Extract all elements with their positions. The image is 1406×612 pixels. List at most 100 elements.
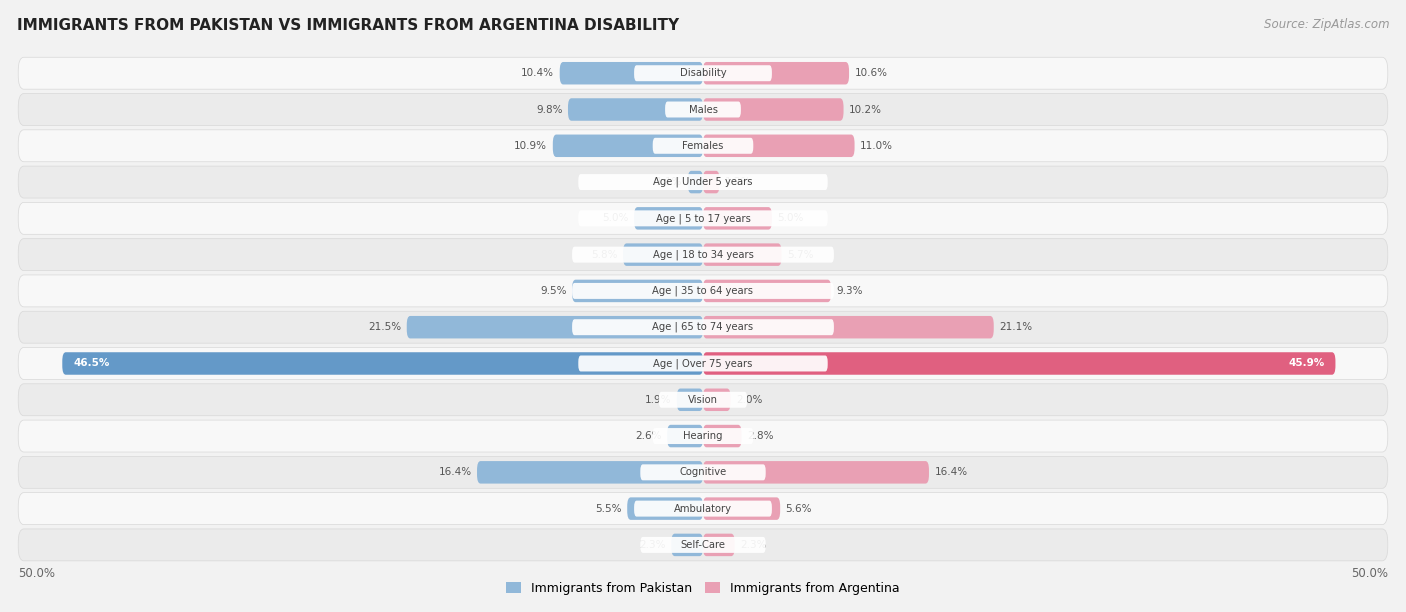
FancyBboxPatch shape <box>703 99 844 121</box>
Text: 2.6%: 2.6% <box>636 431 662 441</box>
Text: Males: Males <box>689 105 717 114</box>
FancyBboxPatch shape <box>688 171 703 193</box>
FancyBboxPatch shape <box>572 280 703 302</box>
Text: 5.6%: 5.6% <box>786 504 813 513</box>
Text: 5.0%: 5.0% <box>602 214 628 223</box>
FancyBboxPatch shape <box>572 283 834 299</box>
FancyBboxPatch shape <box>634 65 772 81</box>
FancyBboxPatch shape <box>703 207 772 230</box>
Text: 16.4%: 16.4% <box>439 468 471 477</box>
FancyBboxPatch shape <box>568 99 703 121</box>
FancyBboxPatch shape <box>406 316 703 338</box>
Text: 21.5%: 21.5% <box>368 322 401 332</box>
FancyBboxPatch shape <box>18 166 1388 198</box>
Text: 5.0%: 5.0% <box>778 214 804 223</box>
Text: 50.0%: 50.0% <box>1351 567 1388 580</box>
Text: 10.4%: 10.4% <box>522 68 554 78</box>
FancyBboxPatch shape <box>652 428 754 444</box>
FancyBboxPatch shape <box>703 135 855 157</box>
FancyBboxPatch shape <box>18 457 1388 488</box>
FancyBboxPatch shape <box>703 534 735 556</box>
Text: Self-Care: Self-Care <box>681 540 725 550</box>
FancyBboxPatch shape <box>18 493 1388 524</box>
FancyBboxPatch shape <box>627 498 703 520</box>
Text: 9.3%: 9.3% <box>837 286 863 296</box>
Text: 21.1%: 21.1% <box>1000 322 1032 332</box>
Text: 2.3%: 2.3% <box>640 540 666 550</box>
Text: Age | 65 to 74 years: Age | 65 to 74 years <box>652 322 754 332</box>
FancyBboxPatch shape <box>659 392 747 408</box>
Text: Disability: Disability <box>679 68 727 78</box>
FancyBboxPatch shape <box>18 275 1388 307</box>
FancyBboxPatch shape <box>18 384 1388 416</box>
FancyBboxPatch shape <box>572 319 834 335</box>
Text: 50.0%: 50.0% <box>18 567 55 580</box>
Text: 10.2%: 10.2% <box>849 105 882 114</box>
Text: Hearing: Hearing <box>683 431 723 441</box>
Text: Age | 5 to 17 years: Age | 5 to 17 years <box>655 213 751 223</box>
Text: Cognitive: Cognitive <box>679 468 727 477</box>
FancyBboxPatch shape <box>18 420 1388 452</box>
FancyBboxPatch shape <box>703 425 741 447</box>
FancyBboxPatch shape <box>18 203 1388 234</box>
Text: 11.0%: 11.0% <box>860 141 893 151</box>
Text: 5.5%: 5.5% <box>595 504 621 513</box>
FancyBboxPatch shape <box>676 389 703 411</box>
Text: 45.9%: 45.9% <box>1288 359 1324 368</box>
FancyBboxPatch shape <box>477 461 703 483</box>
FancyBboxPatch shape <box>578 174 828 190</box>
FancyBboxPatch shape <box>578 211 828 226</box>
FancyBboxPatch shape <box>640 465 766 480</box>
Text: 5.8%: 5.8% <box>591 250 617 259</box>
Text: 9.5%: 9.5% <box>540 286 567 296</box>
FancyBboxPatch shape <box>572 247 834 263</box>
FancyBboxPatch shape <box>18 130 1388 162</box>
FancyBboxPatch shape <box>703 353 1336 375</box>
Text: 2.3%: 2.3% <box>740 540 766 550</box>
Text: 46.5%: 46.5% <box>73 359 110 368</box>
Text: Age | 18 to 34 years: Age | 18 to 34 years <box>652 249 754 260</box>
Text: 5.7%: 5.7% <box>787 250 814 259</box>
Text: 2.0%: 2.0% <box>737 395 762 405</box>
FancyBboxPatch shape <box>703 461 929 483</box>
FancyBboxPatch shape <box>553 135 703 157</box>
Text: Vision: Vision <box>688 395 718 405</box>
Text: Age | Under 5 years: Age | Under 5 years <box>654 177 752 187</box>
Text: 2.8%: 2.8% <box>747 431 773 441</box>
FancyBboxPatch shape <box>703 244 782 266</box>
Text: 10.9%: 10.9% <box>515 141 547 151</box>
FancyBboxPatch shape <box>703 498 780 520</box>
Text: Source: ZipAtlas.com: Source: ZipAtlas.com <box>1264 18 1389 31</box>
FancyBboxPatch shape <box>665 102 741 118</box>
FancyBboxPatch shape <box>18 312 1388 343</box>
FancyBboxPatch shape <box>652 138 754 154</box>
FancyBboxPatch shape <box>18 348 1388 379</box>
FancyBboxPatch shape <box>578 356 828 371</box>
FancyBboxPatch shape <box>668 425 703 447</box>
Text: 1.1%: 1.1% <box>655 177 682 187</box>
Text: 10.6%: 10.6% <box>855 68 887 78</box>
FancyBboxPatch shape <box>634 207 703 230</box>
FancyBboxPatch shape <box>623 244 703 266</box>
FancyBboxPatch shape <box>18 94 1388 125</box>
Text: Ambulatory: Ambulatory <box>673 504 733 513</box>
FancyBboxPatch shape <box>703 389 731 411</box>
FancyBboxPatch shape <box>703 316 994 338</box>
FancyBboxPatch shape <box>634 501 772 517</box>
FancyBboxPatch shape <box>703 171 720 193</box>
FancyBboxPatch shape <box>560 62 703 84</box>
FancyBboxPatch shape <box>703 62 849 84</box>
Text: Age | Over 75 years: Age | Over 75 years <box>654 358 752 369</box>
Text: 1.2%: 1.2% <box>725 177 752 187</box>
FancyBboxPatch shape <box>671 534 703 556</box>
Text: 16.4%: 16.4% <box>935 468 967 477</box>
FancyBboxPatch shape <box>18 239 1388 271</box>
Text: Age | 35 to 64 years: Age | 35 to 64 years <box>652 286 754 296</box>
FancyBboxPatch shape <box>640 537 766 553</box>
Text: Females: Females <box>682 141 724 151</box>
FancyBboxPatch shape <box>18 529 1388 561</box>
FancyBboxPatch shape <box>703 280 831 302</box>
FancyBboxPatch shape <box>62 353 703 375</box>
FancyBboxPatch shape <box>18 58 1388 89</box>
Text: 9.8%: 9.8% <box>536 105 562 114</box>
